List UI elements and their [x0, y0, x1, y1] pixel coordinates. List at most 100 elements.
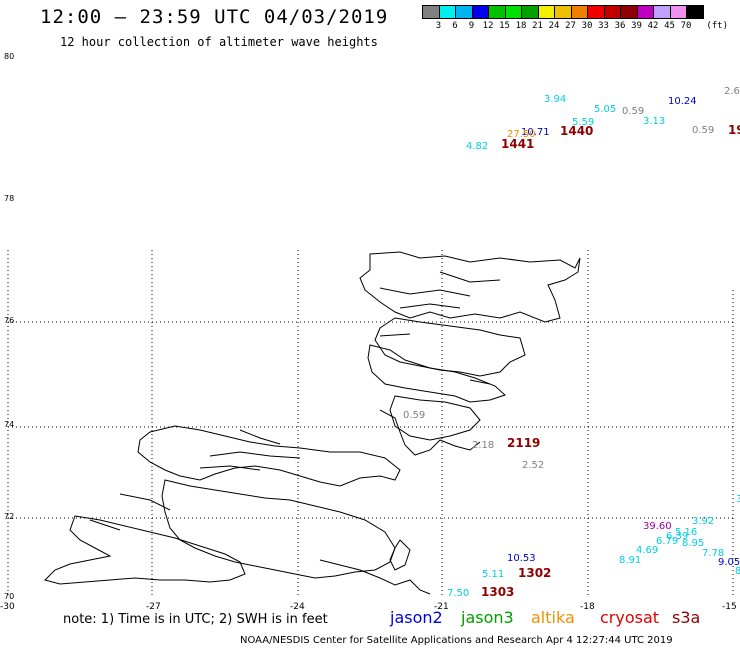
latitude-label: 70 [4, 592, 14, 601]
wave-height-value: 6.39 [666, 531, 688, 542]
wave-height-value: 3.94 [544, 94, 566, 105]
fjord-line [469, 379, 491, 385]
wave-height-value: 8.91 [619, 555, 641, 566]
coastline-segment [44, 515, 246, 585]
map-subtitle: 12 hour collection of altimeter wave hei… [60, 35, 378, 49]
wave-height-value: 0.59 [403, 410, 425, 421]
wave-height-value: 8.95 [682, 538, 704, 549]
coastline-segment [389, 539, 411, 571]
satellite-altika: altika [531, 608, 575, 627]
fjord-line [379, 287, 471, 297]
wave-height-value: 6.79 [656, 536, 678, 547]
wave-height-value: 5.16 [675, 527, 697, 538]
longitude-label: -30 [0, 602, 15, 612]
wave-height-value: 39.60 [643, 521, 672, 532]
wave-height-value: 7.78 [702, 548, 724, 559]
wave-height-value: 19 [728, 123, 740, 137]
color-legend-unit: (ft) [706, 21, 728, 31]
coastline-segment [379, 409, 481, 456]
wave-height-value: 2119 [507, 436, 540, 450]
color-legend-label: 3 [435, 21, 442, 31]
wave-height-value: 3.13 [643, 116, 665, 127]
wave-height-value: 2.6 [724, 86, 740, 97]
greenland-coastline [44, 251, 581, 595]
wave-height-value: 4.69 [636, 545, 658, 556]
axis-labels: 80 78 76 74 72 70-30 -27 -24 -21 -18 -15 [0, 52, 737, 612]
color-legend-label: 6 [452, 21, 458, 31]
fjord-line [239, 429, 281, 445]
coastline-segment [374, 317, 526, 377]
longitude-label: -15 [722, 602, 737, 612]
coastline-segment [137, 425, 401, 487]
footnote: note: 1) Time is in UTC; 2) SWH is in fe… [63, 612, 328, 627]
longitude-label: -27 [146, 602, 161, 612]
wave-height-value: 2.52 [522, 460, 544, 471]
wave-height-value: 27.50 [507, 129, 536, 140]
graticule [7, 250, 734, 598]
wave-height-value: 7.50 [447, 588, 469, 599]
wave-height-value: 3 [736, 494, 740, 505]
fjord-line [379, 333, 411, 337]
color-legend-label: 27 [565, 21, 576, 31]
coastline-segment [359, 251, 581, 323]
longitude-label: -21 [434, 602, 449, 612]
wave-height-value: 5.05 [594, 104, 616, 115]
coastline-segment [367, 344, 506, 403]
fjord-line [119, 493, 171, 511]
wave-height-value: 1441 [501, 137, 534, 151]
color-legend-labels: 3 6 9 12 15 18 21 24 27 30 33 36 39 42 45 70 [422, 21, 740, 35]
latitude-label: 74 [4, 420, 14, 429]
wave-height-value: 0.59 [622, 106, 644, 117]
color-legend-label: 21 [532, 21, 543, 31]
wave-height-value: 10.71 [521, 127, 550, 138]
fjord-line [199, 465, 261, 471]
color-legend-label: 15 [499, 21, 510, 31]
map-title: 12:00 – 23:59 UTC 04/03/2019 [40, 6, 389, 28]
color-legend-label: 12 [482, 21, 494, 31]
satellite-cryosat: cryosat [600, 608, 660, 627]
satellite-jason3: jason3 [461, 608, 514, 627]
color-legend-label: 36 [614, 21, 626, 31]
color-legend-label: 18 [515, 21, 527, 31]
wave-height-value: 9.05 [718, 557, 740, 568]
color-swatch [686, 5, 704, 19]
latitude-label: 72 [4, 512, 14, 521]
latitude-label: 76 [4, 316, 14, 325]
satellite-s3a: s3a [672, 608, 701, 627]
wave-height-value: 10.53 [507, 553, 536, 564]
wave-height-value: 2.18 [472, 440, 494, 451]
color-legend-label: 45 [664, 21, 675, 31]
fjord-line [209, 451, 301, 459]
color-legend-label: 42 [647, 21, 659, 31]
longitude-label: -18 [580, 602, 595, 612]
color-legend-label: 33 [598, 21, 609, 31]
wave-height-value: 1440 [560, 124, 593, 138]
latitude-label: 80 [4, 52, 14, 61]
color-legend-label: 39 [631, 21, 642, 31]
longitude-label: -24 [290, 602, 305, 612]
wave-height-value: 3.92 [692, 516, 714, 527]
coastline-segment [161, 479, 396, 579]
wave-height-value: 1302 [518, 566, 551, 580]
satellite-jason2: jason2 [390, 608, 443, 627]
coastline-segment [319, 559, 431, 595]
credit-line: NOAA/NESDIS Center for Satellite Applica… [240, 635, 673, 646]
color-legend-label: 9 [468, 21, 475, 31]
fjord-line [399, 303, 461, 309]
wave-height-value: 0.59 [692, 125, 714, 136]
color-legend [422, 5, 704, 19]
fjord-line [89, 519, 121, 531]
color-legend-label: 70 [680, 21, 692, 31]
wave-height-value: 5.11 [482, 569, 504, 580]
wave-height-value: 10.24 [668, 96, 697, 107]
fjord-line [439, 271, 501, 283]
color-legend-label: 24 [548, 21, 560, 31]
wave-height-value: 8 [735, 566, 740, 577]
wave-height-value: 4.82 [466, 141, 488, 152]
latitude-label: 78 [4, 194, 14, 203]
coastline-segment [389, 395, 481, 441]
wave-height-value: 5.59 [572, 117, 594, 128]
wave-height-value: 1303 [481, 585, 514, 599]
